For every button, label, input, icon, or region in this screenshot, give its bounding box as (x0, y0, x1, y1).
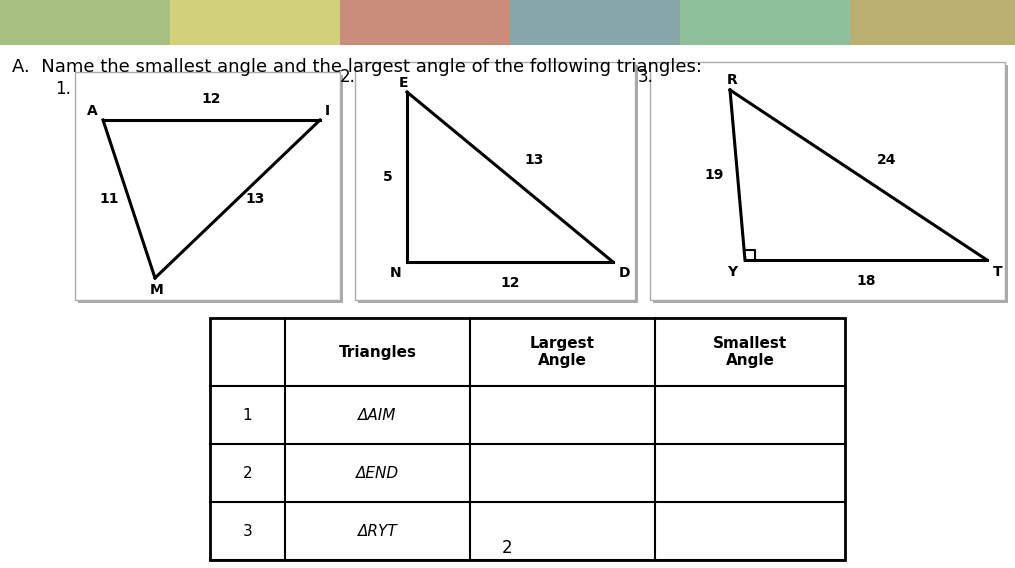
FancyBboxPatch shape (680, 0, 850, 45)
Text: N: N (390, 266, 401, 280)
Text: D: D (619, 266, 630, 280)
Text: Largest
Angle: Largest Angle (530, 336, 595, 368)
Text: M: M (150, 283, 163, 297)
Text: 12: 12 (500, 276, 520, 290)
Text: 2.: 2. (340, 68, 356, 86)
Text: 11: 11 (99, 192, 119, 206)
FancyBboxPatch shape (0, 0, 1015, 45)
Text: A.  Name the smallest angle and the largest angle of the following triangles:: A. Name the smallest angle and the large… (12, 58, 702, 76)
FancyBboxPatch shape (355, 62, 635, 300)
Text: I: I (325, 104, 330, 118)
FancyBboxPatch shape (340, 0, 510, 45)
Text: R: R (727, 73, 737, 87)
Text: Triangles: Triangles (338, 345, 416, 360)
Text: 1.: 1. (55, 80, 71, 98)
Text: A: A (87, 104, 98, 118)
Text: ΔEND: ΔEND (356, 466, 399, 481)
Text: T: T (993, 265, 1003, 279)
Text: Y: Y (727, 265, 737, 279)
Text: 18: 18 (857, 274, 876, 288)
Text: Smallest
Angle: Smallest Angle (713, 336, 787, 368)
FancyBboxPatch shape (850, 0, 1015, 45)
Text: 3: 3 (243, 524, 253, 538)
Text: 13: 13 (246, 192, 265, 206)
Text: ΔAIM: ΔAIM (358, 407, 397, 423)
FancyBboxPatch shape (170, 0, 340, 45)
FancyBboxPatch shape (358, 65, 638, 303)
FancyBboxPatch shape (510, 0, 680, 45)
Text: 13: 13 (524, 153, 543, 167)
FancyBboxPatch shape (0, 45, 1015, 568)
Text: 2: 2 (243, 466, 253, 481)
Text: 19: 19 (704, 168, 724, 182)
Text: 3.: 3. (638, 68, 654, 86)
Text: 2: 2 (501, 539, 513, 557)
Text: 1: 1 (243, 407, 253, 423)
FancyBboxPatch shape (650, 62, 1005, 300)
Text: 5: 5 (384, 170, 393, 184)
FancyBboxPatch shape (0, 0, 170, 45)
FancyBboxPatch shape (210, 318, 845, 560)
Text: 24: 24 (877, 153, 896, 167)
FancyBboxPatch shape (653, 65, 1008, 303)
Text: E: E (399, 76, 409, 90)
FancyBboxPatch shape (78, 75, 343, 303)
Text: ΔRYT: ΔRYT (357, 524, 398, 538)
FancyBboxPatch shape (75, 72, 340, 300)
Text: 12: 12 (202, 92, 221, 106)
